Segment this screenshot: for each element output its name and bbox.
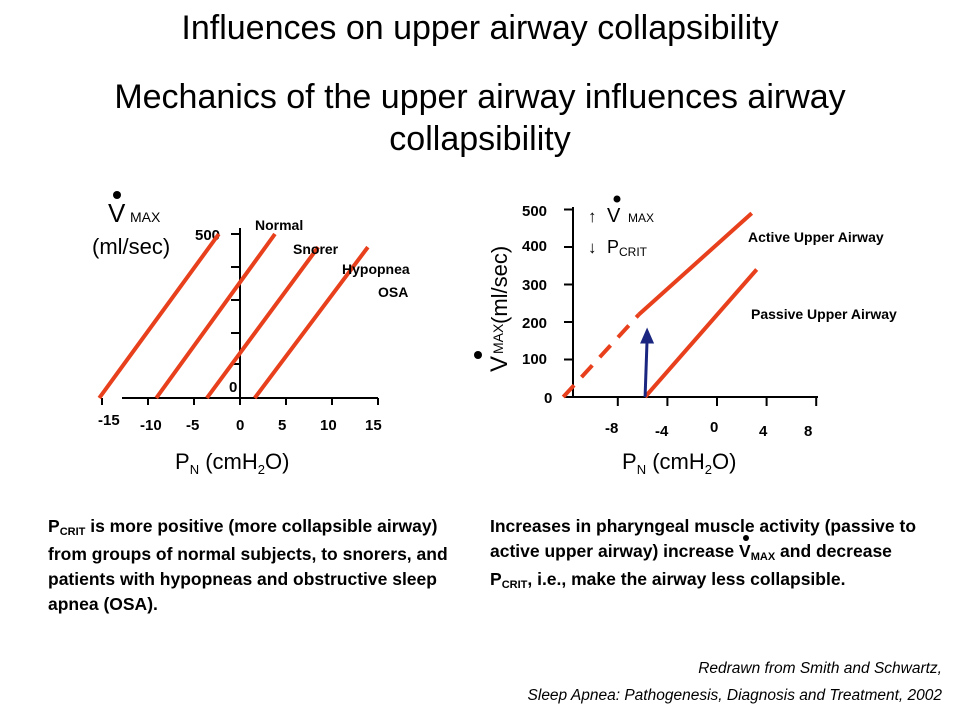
right-y-tick-label: 300: [522, 277, 547, 294]
series-line-osa: [253, 245, 370, 400]
left-x-tick-label: -15: [98, 412, 120, 429]
right-ylabel: V MAX (ml/sec): [486, 246, 513, 372]
legend-vmax-dot: [613, 195, 621, 203]
series-line-hypopnea: [205, 245, 320, 400]
left-series-group: [97, 232, 370, 400]
shift-arrow-head-icon: [640, 327, 655, 344]
citation-line-2: Sleep Apnea: Pathogenesis, Diagnosis and…: [527, 687, 942, 704]
right-y-tick-marks: [564, 208, 573, 398]
left-x-tick-label: -5: [186, 417, 199, 434]
slide-subtitle: Mechanics of the upper airway influences…: [114, 78, 846, 158]
left-ylabel-main: V: [108, 198, 126, 228]
left-x-tick-marks: [101, 398, 379, 405]
series-line-passive-upper-airway: [643, 268, 759, 399]
svg-text:V: V: [486, 356, 513, 372]
svg-text:MAX: MAX: [490, 323, 506, 354]
right-y-tick-label: 400: [522, 238, 547, 255]
left-ylabel-sub: MAX: [130, 209, 161, 225]
right-x-tick-label: -8: [605, 420, 618, 437]
label-snorer: Snorer: [293, 241, 339, 257]
left-x-tick-label: 0: [236, 417, 244, 434]
caption-left: PCRIT is more positive (more collapsible…: [48, 516, 448, 614]
legend-vmax-sub: MAX: [628, 211, 654, 225]
series-line-active-upper-airway: [637, 211, 754, 316]
right-x-tick-marks: [616, 397, 818, 406]
left-xlabel: PN (cmH2O): [175, 449, 289, 477]
svg-text:(ml/sec): (ml/sec): [487, 246, 512, 324]
right-xlabel: PN (cmH2O): [622, 449, 736, 477]
label-passive-upper-airway: Passive Upper Airway: [751, 306, 897, 322]
legend-down-arrow: ↓: [588, 238, 597, 257]
right-y-tick-label: 200: [522, 315, 547, 332]
citation-line-1: Redrawn from Smith and Schwartz,: [698, 660, 942, 677]
right-vmax-dot: [474, 351, 482, 359]
series-extrapolation-active-upper-airway: [561, 313, 641, 399]
legend-up-arrow: ↑: [588, 207, 597, 226]
right-x-tick-label: 8: [804, 423, 812, 440]
left-x-tick-label: 10: [320, 417, 337, 434]
label-active-upper-airway: Active Upper Airway: [748, 229, 884, 245]
right-x-tick-label: -4: [655, 423, 669, 440]
shift-arrow-shaft: [643, 339, 649, 398]
right-x-tick-label: 0: [710, 419, 718, 436]
label-normal: Normal: [255, 217, 303, 233]
label-osa: OSA: [378, 284, 408, 300]
caption-right: Increases in pharyngeal muscle activity …: [490, 516, 917, 591]
left-x-tick-label: 5: [278, 417, 286, 434]
right-x-tick-label: 4: [759, 423, 768, 440]
left-y-tick-0: 0: [229, 379, 237, 396]
legend-pcrit: PCRIT: [607, 237, 648, 259]
series-line-normal: [97, 232, 221, 400]
legend-vmax: V: [607, 205, 621, 227]
label-hypopnea: Hypopnea: [342, 261, 410, 277]
left-x-tick-label: 15: [365, 417, 382, 434]
left-x-tick-label: -10: [140, 417, 162, 434]
right-series-group: [561, 211, 759, 399]
series-line-snorer: [154, 232, 277, 400]
right-y-tick-label: 500: [522, 203, 547, 220]
slide-title: Influences on upper airway collapsibilit…: [181, 9, 779, 47]
vmax-dot: [113, 191, 121, 199]
vmax-dot-icon: V: [739, 535, 751, 564]
right-y-tick-label: 100: [522, 351, 547, 368]
right-y-tick-label: 0: [544, 390, 552, 407]
left-ylabel-unit: (ml/sec): [92, 234, 170, 259]
